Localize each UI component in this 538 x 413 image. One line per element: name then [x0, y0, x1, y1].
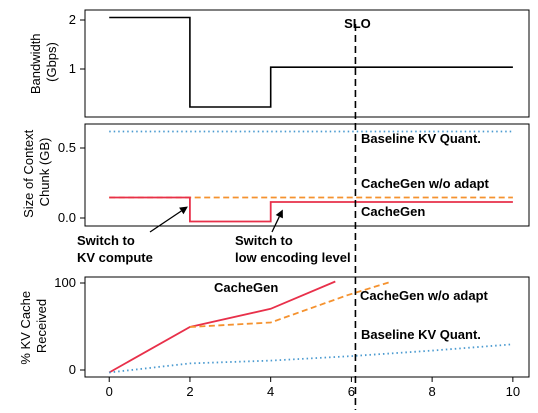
chunk-label-baseline: Baseline KV Quant.: [361, 131, 481, 146]
kv-frame: [84, 276, 530, 378]
annotation-low-encoding: Switch to low encoding level: [235, 233, 351, 265]
annotation-low-encoding-line1: Switch to: [235, 233, 293, 248]
slo-label: SLO: [344, 16, 371, 31]
annotation-kv-compute-line1: Switch to: [77, 233, 135, 248]
kv-series-cachegen: [108, 280, 336, 374]
kv-ylabel-line1: % KV Cache: [18, 291, 33, 365]
kv-xtick-8: 8: [429, 384, 436, 399]
kv-ytick-100: 100: [54, 275, 76, 290]
kv-series-baseline: [109, 343, 513, 374]
annotation-kv-compute-line2: KV compute: [77, 250, 153, 265]
kv-xticks: 0 2 4 6 8 10: [106, 377, 520, 399]
kv-xtick-0: 0: [106, 384, 113, 399]
panel-kv-received: % KV Cache Received 100 0 CacheGen Cache…: [18, 275, 530, 399]
chunk-ylabel: Size of Context Chunk (GB): [21, 126, 52, 218]
chunk-ytick-0.5: 0.5: [58, 140, 76, 155]
bandwidth-series-line: [109, 16, 513, 108]
panel-bandwidth: Bandwidth (Gbps) 2 1: [28, 9, 530, 118]
kv-ylabel-line2: Received: [34, 299, 49, 353]
bandwidth-ytick-2: 2: [69, 12, 76, 27]
bandwidth-ytick-1: 1: [69, 61, 76, 76]
bandwidth-ylabel-line1: Bandwidth: [28, 33, 43, 94]
kv-label-baseline: Baseline KV Quant.: [361, 327, 481, 342]
panel-chunk-size: Size of Context Chunk (GB) 0.5 0.0 Basel…: [21, 123, 530, 265]
bandwidth-frame: [84, 9, 530, 118]
bandwidth-ylabel: Bandwidth (Gbps): [28, 30, 59, 94]
kv-xtick-6: 6: [348, 384, 355, 399]
annotation-low-encoding-line2: low encoding level: [235, 250, 351, 265]
annotation-arrowhead-kv-compute: [179, 206, 188, 215]
kv-xtick-10: 10: [506, 384, 520, 399]
kv-ylabel: % KV Cache Received: [18, 287, 49, 364]
bandwidth-ylabel-line2: (Gbps): [44, 42, 59, 82]
chunk-ylabel-line1: Size of Context: [21, 129, 36, 218]
chunk-ylabel-line2: Chunk (GB): [37, 138, 52, 207]
chunk-frame: [84, 123, 530, 227]
kv-ytick-0: 0: [69, 362, 76, 377]
annotation-arrowhead-low-encoding: [275, 209, 283, 219]
annotation-kv-compute: Switch to KV compute: [77, 233, 153, 265]
annotation-arrow-low-encoding: [271, 216, 280, 233]
kv-xtick-4: 4: [267, 384, 274, 399]
kv-label-cachegen-wo-adapt: CacheGen w/o adapt: [360, 288, 489, 303]
kv-series-cachegen-wo-adapt: [189, 280, 393, 328]
kv-label-cachegen: CacheGen: [214, 280, 278, 295]
chunk-series-cachegen: [109, 196, 513, 223]
kv-xtick-2: 2: [186, 384, 193, 399]
annotation-arrow-kv-compute: [149, 210, 182, 233]
chunk-ytick-0.0: 0.0: [58, 210, 76, 225]
chunk-label-cachegen-wo-adapt: CacheGen w/o adapt: [361, 176, 490, 191]
chunk-label-cachegen: CacheGen: [361, 204, 425, 219]
